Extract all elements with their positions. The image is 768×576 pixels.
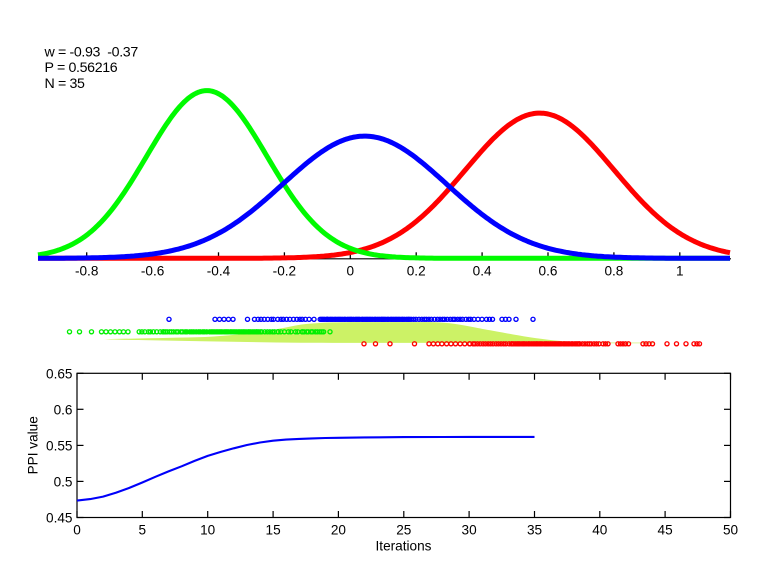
svg-text:0.8: 0.8 bbox=[604, 264, 623, 279]
svg-text:P = 0.56216: P = 0.56216 bbox=[45, 60, 118, 76]
svg-text:20: 20 bbox=[331, 523, 347, 538]
svg-text:30: 30 bbox=[462, 523, 478, 538]
svg-text:PPI value: PPI value bbox=[26, 416, 41, 474]
svg-text:N = 35: N = 35 bbox=[45, 76, 86, 92]
svg-text:1: 1 bbox=[676, 264, 684, 279]
svg-text:-0.6: -0.6 bbox=[141, 264, 164, 279]
svg-text:0.65: 0.65 bbox=[46, 367, 72, 382]
svg-text:15: 15 bbox=[266, 523, 281, 538]
svg-text:35: 35 bbox=[527, 523, 542, 538]
svg-text:25: 25 bbox=[396, 523, 411, 538]
svg-text:50: 50 bbox=[723, 523, 739, 538]
svg-text:Iterations: Iterations bbox=[376, 539, 432, 554]
svg-text:-0.4: -0.4 bbox=[207, 264, 231, 279]
svg-text:0.5: 0.5 bbox=[54, 475, 73, 490]
svg-text:-0.8: -0.8 bbox=[75, 264, 98, 279]
svg-text:0: 0 bbox=[347, 264, 355, 279]
svg-text:0.55: 0.55 bbox=[46, 439, 72, 454]
svg-text:0.2: 0.2 bbox=[407, 264, 426, 279]
svg-text:0.6: 0.6 bbox=[54, 403, 73, 418]
svg-text:5: 5 bbox=[139, 523, 147, 538]
svg-text:0.6: 0.6 bbox=[539, 264, 558, 279]
svg-text:40: 40 bbox=[592, 523, 608, 538]
svg-text:0.4: 0.4 bbox=[473, 264, 492, 279]
svg-text:0: 0 bbox=[73, 523, 81, 538]
svg-text:-0.2: -0.2 bbox=[273, 264, 296, 279]
svg-text:10: 10 bbox=[200, 523, 216, 538]
svg-text:45: 45 bbox=[658, 523, 673, 538]
svg-text:w = -0.93 -0.37: w = -0.93 -0.37 bbox=[44, 45, 139, 61]
svg-text:0.45: 0.45 bbox=[46, 511, 72, 526]
